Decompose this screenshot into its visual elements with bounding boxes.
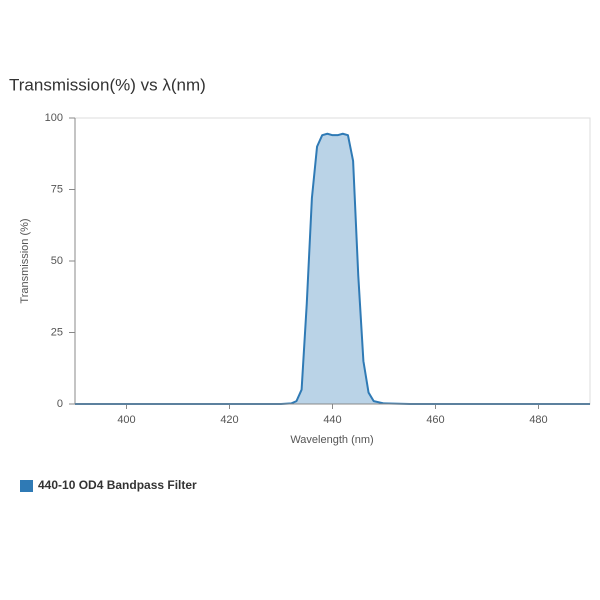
- y-tick-label: 75: [51, 183, 63, 195]
- x-tick-label: 460: [426, 414, 444, 426]
- y-tick-label: 25: [51, 326, 63, 338]
- area: [75, 133, 590, 405]
- x-tick-label: 400: [117, 414, 135, 426]
- x-axis-label: Wavelength (nm): [290, 434, 373, 446]
- chart-title: Transmission(%) vs λ(nm): [9, 75, 206, 94]
- y-axis-label: Transmission (%): [19, 218, 31, 303]
- x-tick-label: 420: [220, 414, 238, 426]
- y-tick-label: 100: [45, 112, 63, 124]
- y-tick-label: 50: [51, 255, 63, 267]
- line: [75, 132, 590, 405]
- x-tick-label: 480: [529, 414, 547, 426]
- legend-label[interactable]: 440-10 OD4 Bandpass Filter: [38, 478, 197, 492]
- y-tick-label: 0: [57, 398, 63, 410]
- x-tick-label: 440: [323, 414, 341, 426]
- legend-swatch[interactable]: [20, 480, 33, 492]
